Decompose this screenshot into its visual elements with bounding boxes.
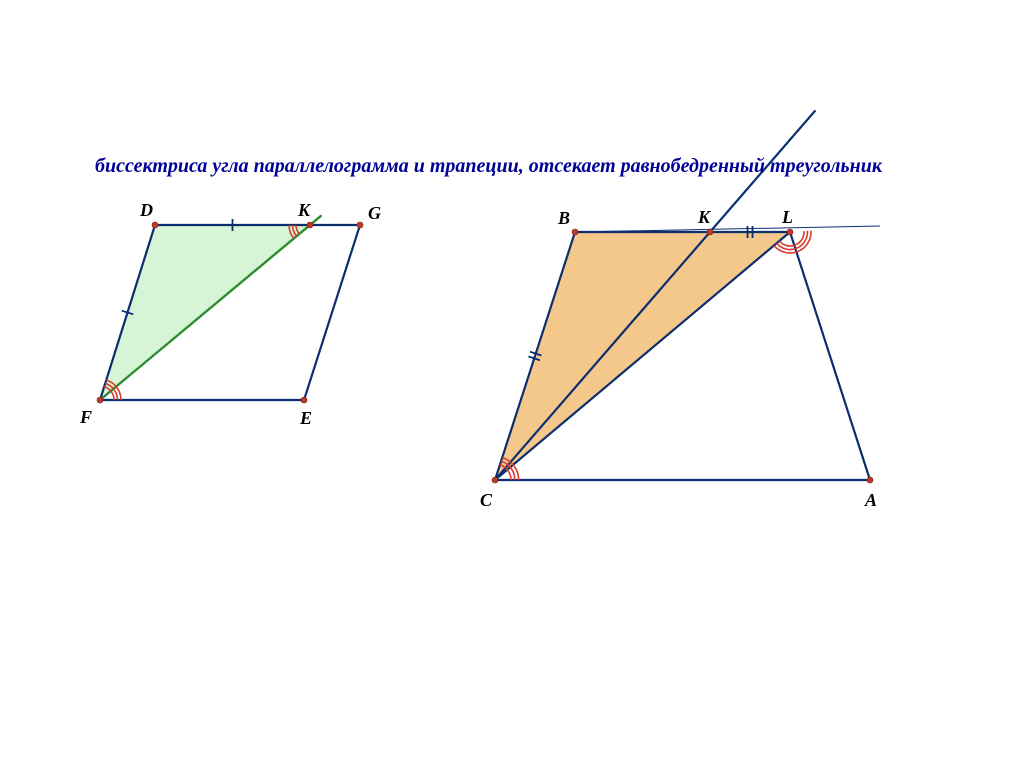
point-label-L: L [782,207,793,228]
point-label-A: A [865,490,877,511]
point-label-G: G [368,203,381,224]
point-label-D: D [140,200,153,221]
geometry-diagram [0,0,1024,767]
point-label-B: B [558,208,570,229]
point-label-K: K [298,200,310,221]
point-label-E: E [300,408,312,429]
point-label-C: C [480,490,492,511]
diagram-title: биссектриса угла параллелограмма и трапе… [95,155,882,178]
point-label-F: F [80,407,92,428]
point-label-K: K [698,207,710,228]
